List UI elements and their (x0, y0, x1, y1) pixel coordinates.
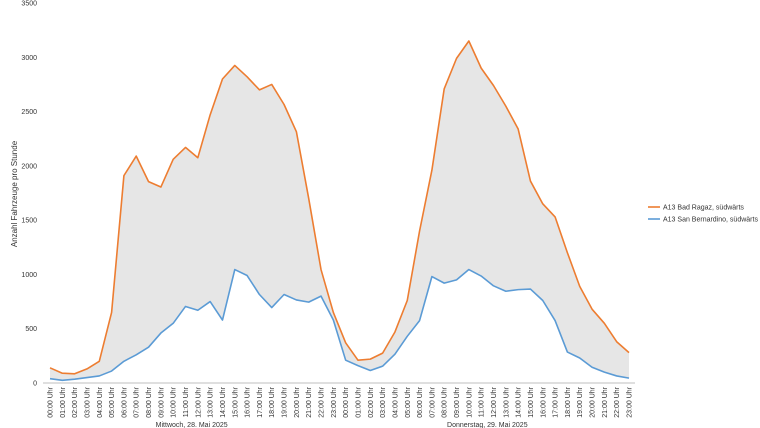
legend-label-1: A13 Bad Ragaz, südwärts (663, 205, 744, 212)
y-tick-label: 3000 (21, 55, 37, 62)
x-tick-label: 11:00 Uhr (183, 386, 190, 417)
x-tick-label: 03:00 Uhr (380, 386, 387, 417)
x-tick-label: 02:00 Uhr (368, 386, 375, 417)
series-line-1 (49, 40, 630, 375)
x-tick-label: 10:00 Uhr (466, 386, 473, 417)
x-tick-label: 10:00 Uhr (171, 386, 178, 417)
x-tick-label: 01:00 Uhr (60, 386, 67, 417)
x-tick-label: 06:00 Uhr (121, 386, 128, 417)
x-tick-label: 00:00 Uhr (48, 386, 55, 417)
x-tick-label: 08:00 Uhr (442, 386, 449, 417)
legend: A13 Bad Ragaz, südwärts A13 San Bernardin… (648, 205, 758, 224)
x-tick-label: 23:00 Uhr (627, 386, 634, 417)
x-tick-label: 02:00 Uhr (72, 386, 79, 417)
x-tick-label: 19:00 Uhr (282, 386, 289, 417)
legend-label-2: A13 San Bernardino, südwärts (663, 217, 758, 224)
x-tick-label: 04:00 Uhr (97, 386, 104, 417)
x-tick-label: 15:00 Uhr (232, 386, 239, 417)
x-tick-label: 17:00 Uhr (257, 386, 264, 417)
x-tick-label: 13:00 Uhr (208, 386, 215, 417)
x-tick-label: 05:00 Uhr (109, 386, 116, 417)
x-tick-label: 06:00 Uhr (417, 386, 424, 417)
fill-between-area (50, 41, 629, 381)
x-tick-label: 07:00 Uhr (134, 386, 141, 417)
x-tick-label: 21:00 Uhr (306, 386, 313, 417)
x-tick-label: 01:00 Uhr (355, 386, 362, 417)
x-tick-label: 21:00 Uhr (602, 386, 609, 417)
y-tick-label: 1500 (21, 218, 37, 225)
y-tick-label: 3500 (21, 1, 37, 8)
y-tick-label: 2000 (21, 163, 37, 170)
x-tick-label: 13:00 Uhr (503, 386, 510, 417)
series-layer (49, 40, 630, 382)
x-tick-label: 17:00 Uhr (553, 386, 560, 417)
y-tick-label: 500 (25, 326, 37, 333)
day-group-label: Mittwoch, 28. Mai 2025 (156, 422, 228, 428)
y-axis-title: Anzahl Fahrzeuge pro Stunde (10, 140, 19, 247)
x-tick-label: 22:00 Uhr (614, 386, 621, 417)
x-tick-label: 16:00 Uhr (540, 386, 547, 417)
x-tick-label: 18:00 Uhr (269, 386, 276, 417)
x-tick-label: 20:00 Uhr (590, 386, 597, 417)
x-tick-label: 20:00 Uhr (294, 386, 301, 417)
y-tick-label: 2500 (21, 109, 37, 116)
fill-between-layer (50, 41, 629, 381)
x-tick-label: 04:00 Uhr (392, 386, 399, 417)
series-line-2 (49, 268, 630, 382)
x-tick-label: 08:00 Uhr (146, 386, 153, 417)
y-tick-label: 1000 (21, 272, 37, 279)
x-tick-label: 14:00 Uhr (516, 386, 523, 417)
x-tick-label: 16:00 Uhr (245, 386, 252, 417)
axis-layer: 0 500 1000 1500 2000 2500 3000 3500 00:00 Uhr 01:… (21, 1, 635, 428)
day-group-label: Donnerstag, 29. Mai 2025 (447, 422, 528, 428)
x-tick-label: 18:00 Uhr (565, 386, 572, 417)
x-tick-label: 14:00 Uhr (220, 386, 227, 417)
x-tick-label: 15:00 Uhr (528, 386, 535, 417)
x-tick-label: 03:00 Uhr (84, 386, 91, 417)
x-tick-label: 07:00 Uhr (429, 386, 436, 417)
y-tick-label: 0 (33, 381, 37, 388)
x-tick-label: 12:00 Uhr (491, 386, 498, 417)
x-tick-label: 09:00 Uhr (454, 386, 461, 417)
x-tick-label: 23:00 Uhr (331, 386, 338, 417)
x-tick-label: 00:00 Uhr (343, 386, 350, 417)
x-tick-label: 12:00 Uhr (195, 386, 202, 417)
x-tick-label: 05:00 Uhr (405, 386, 412, 417)
x-tick-label: 11:00 Uhr (479, 386, 486, 417)
x-tick-label: 09:00 Uhr (158, 386, 165, 417)
x-tick-label: 22:00 Uhr (319, 386, 326, 417)
x-tick-label: 19:00 Uhr (577, 386, 584, 417)
